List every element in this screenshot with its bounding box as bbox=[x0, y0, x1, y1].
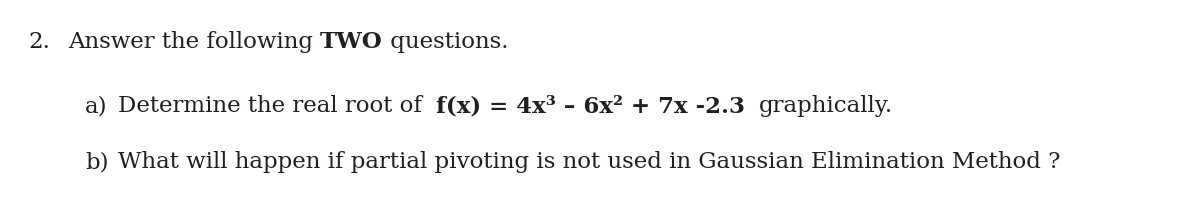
Text: f(x) = 4x³ – 6x² + 7x -2.3: f(x) = 4x³ – 6x² + 7x -2.3 bbox=[436, 95, 745, 117]
Text: Determine the real root of: Determine the real root of bbox=[118, 95, 422, 117]
Text: b): b) bbox=[85, 151, 108, 173]
Text: graphically.: graphically. bbox=[758, 95, 893, 117]
Text: questions.: questions. bbox=[383, 31, 509, 53]
Text: a): a) bbox=[85, 95, 108, 117]
Text: 2.: 2. bbox=[28, 31, 50, 53]
Text: Answer the following: Answer the following bbox=[68, 31, 320, 53]
Text: TWO: TWO bbox=[320, 31, 383, 53]
Text: What will happen if partial pivoting is not used in Gaussian Elimination Method : What will happen if partial pivoting is … bbox=[118, 151, 1061, 173]
